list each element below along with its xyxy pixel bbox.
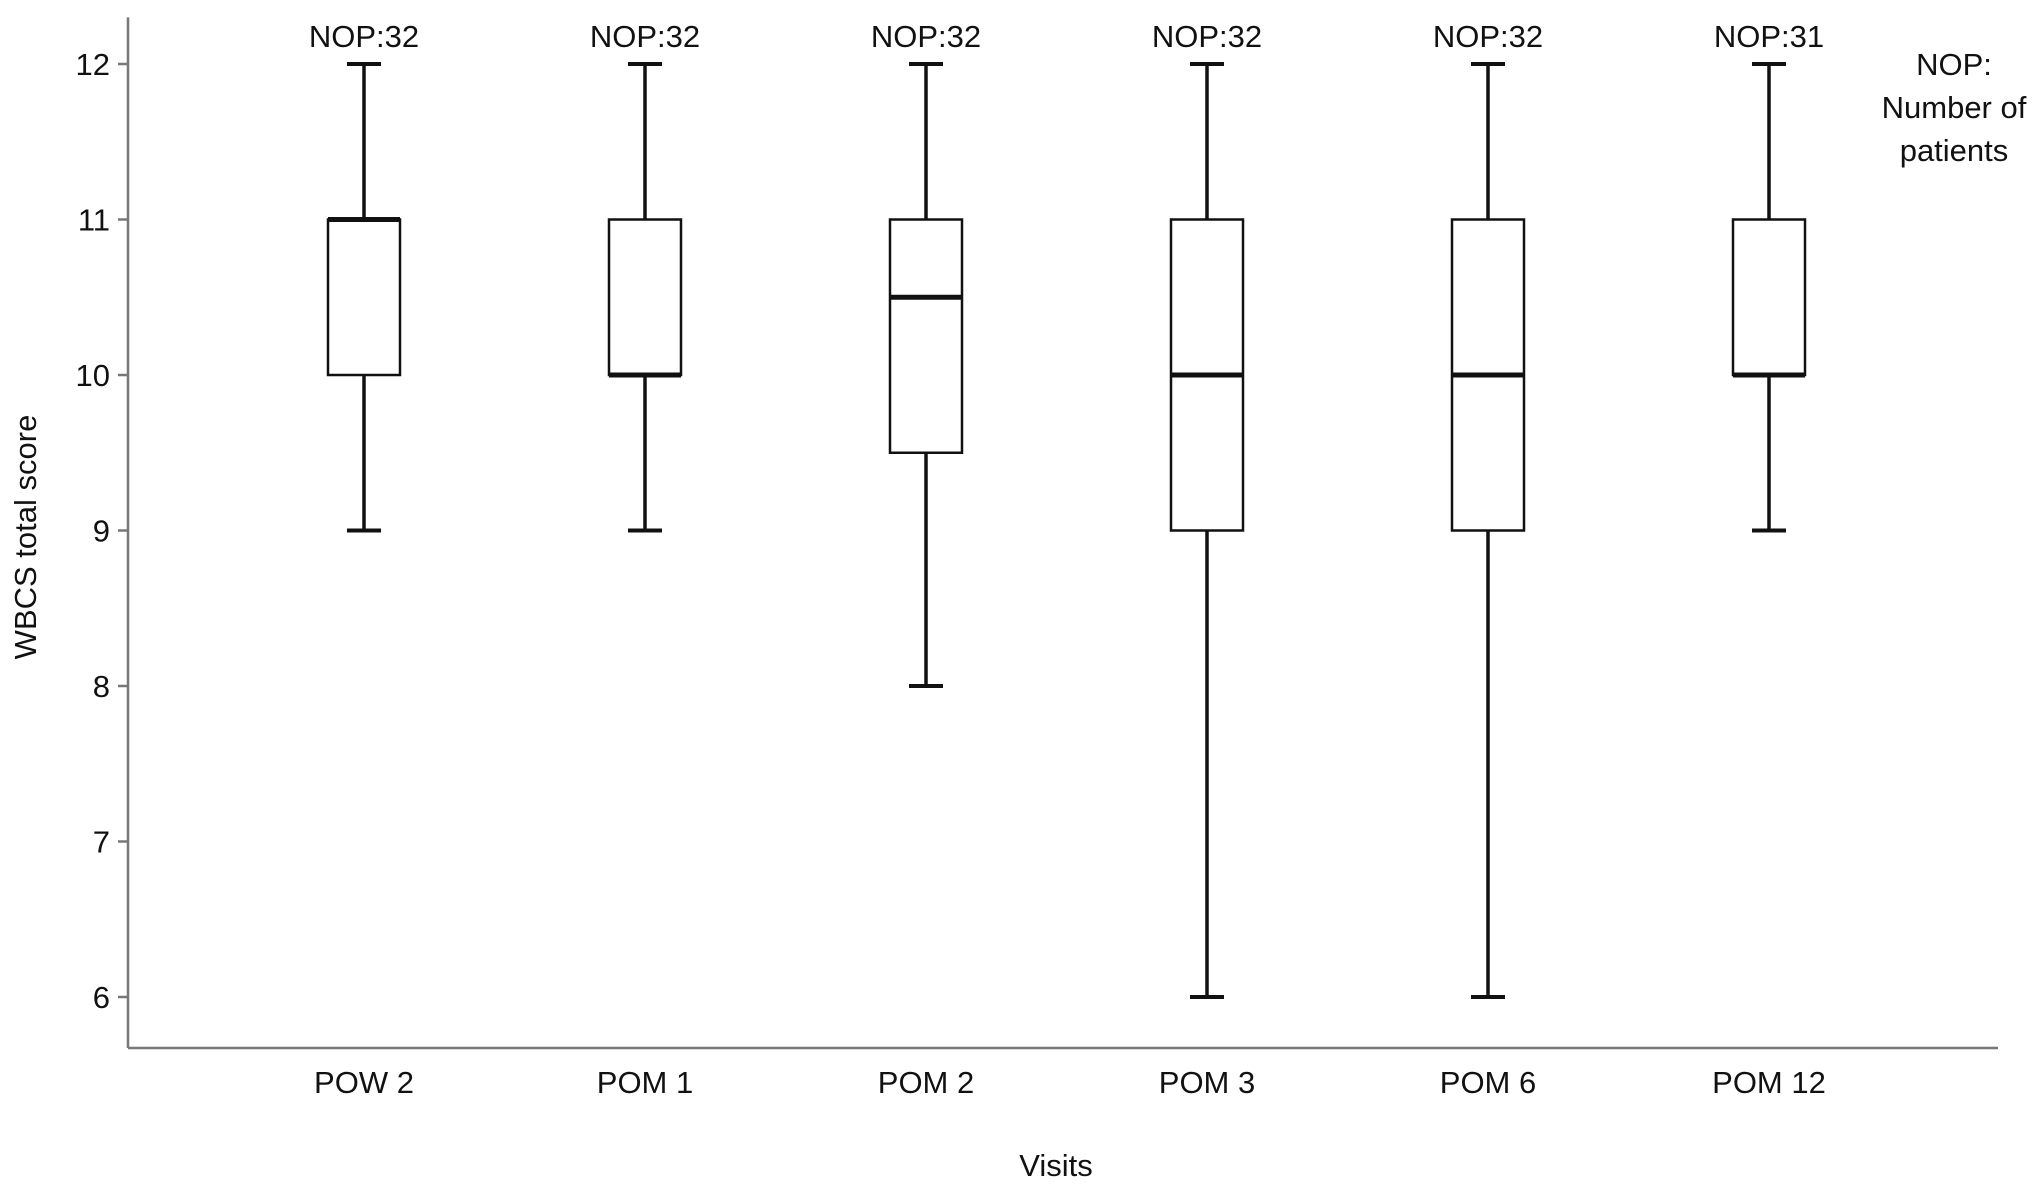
nop-count-label: NOP:32 bbox=[1152, 19, 1262, 54]
y-tick-label: 8 bbox=[93, 669, 110, 704]
nop-annotations: NOP:32 NOP:32 NOP:32 NOP:32 NOP:32 NOP:31 bbox=[309, 19, 1824, 54]
x-axis-labels: POW 2 POM 1 POM 2 POM 3 POM 6 POM 12 bbox=[314, 1065, 1826, 1100]
note-line: Number of bbox=[1882, 90, 2027, 125]
note-line: patients bbox=[1900, 133, 2009, 168]
y-tick-label: 9 bbox=[93, 514, 110, 549]
plot-marks bbox=[326, 62, 1807, 999]
box-pom-3 bbox=[1169, 62, 1245, 999]
y-tick-label: 6 bbox=[93, 980, 110, 1015]
nop-count-label: NOP:31 bbox=[1714, 19, 1824, 54]
x-axis-title: Visits bbox=[1019, 1148, 1093, 1183]
iqr-box bbox=[1731, 218, 1807, 377]
y-tick-label: 11 bbox=[78, 203, 110, 238]
box-pom-2 bbox=[888, 62, 964, 688]
box-pom-12 bbox=[1731, 62, 1807, 533]
iqr-box bbox=[888, 218, 964, 454]
y-axis-title: WBCS total score bbox=[8, 415, 43, 660]
nop-count-label: NOP:32 bbox=[590, 19, 700, 54]
box-pom-6 bbox=[1450, 62, 1526, 999]
box-pow-2 bbox=[326, 62, 402, 533]
x-category-label: POM 12 bbox=[1712, 1065, 1826, 1100]
y-tick-label: 12 bbox=[76, 47, 110, 82]
x-category-label: POM 6 bbox=[1440, 1065, 1536, 1100]
note-line: NOP: bbox=[1916, 47, 1992, 82]
y-axis-ticks: 6 7 8 9 10 11 12 bbox=[76, 47, 128, 1015]
box-pom-1 bbox=[607, 62, 683, 533]
y-tick-label: 7 bbox=[93, 825, 110, 860]
x-category-label: POM 2 bbox=[878, 1065, 974, 1100]
y-tick-label: 10 bbox=[76, 358, 110, 393]
iqr-box bbox=[326, 218, 402, 377]
x-category-label: POW 2 bbox=[314, 1065, 414, 1100]
axes bbox=[126, 17, 1998, 1050]
nop-count-label: NOP:32 bbox=[309, 19, 419, 54]
nop-count-label: NOP:32 bbox=[1433, 19, 1543, 54]
nop-count-label: NOP:32 bbox=[871, 19, 981, 54]
nop-legend-note: NOP: Number of patients bbox=[1882, 47, 2027, 168]
iqr-box bbox=[607, 218, 683, 377]
x-category-label: POM 1 bbox=[597, 1065, 693, 1100]
x-category-label: POM 3 bbox=[1159, 1065, 1255, 1100]
